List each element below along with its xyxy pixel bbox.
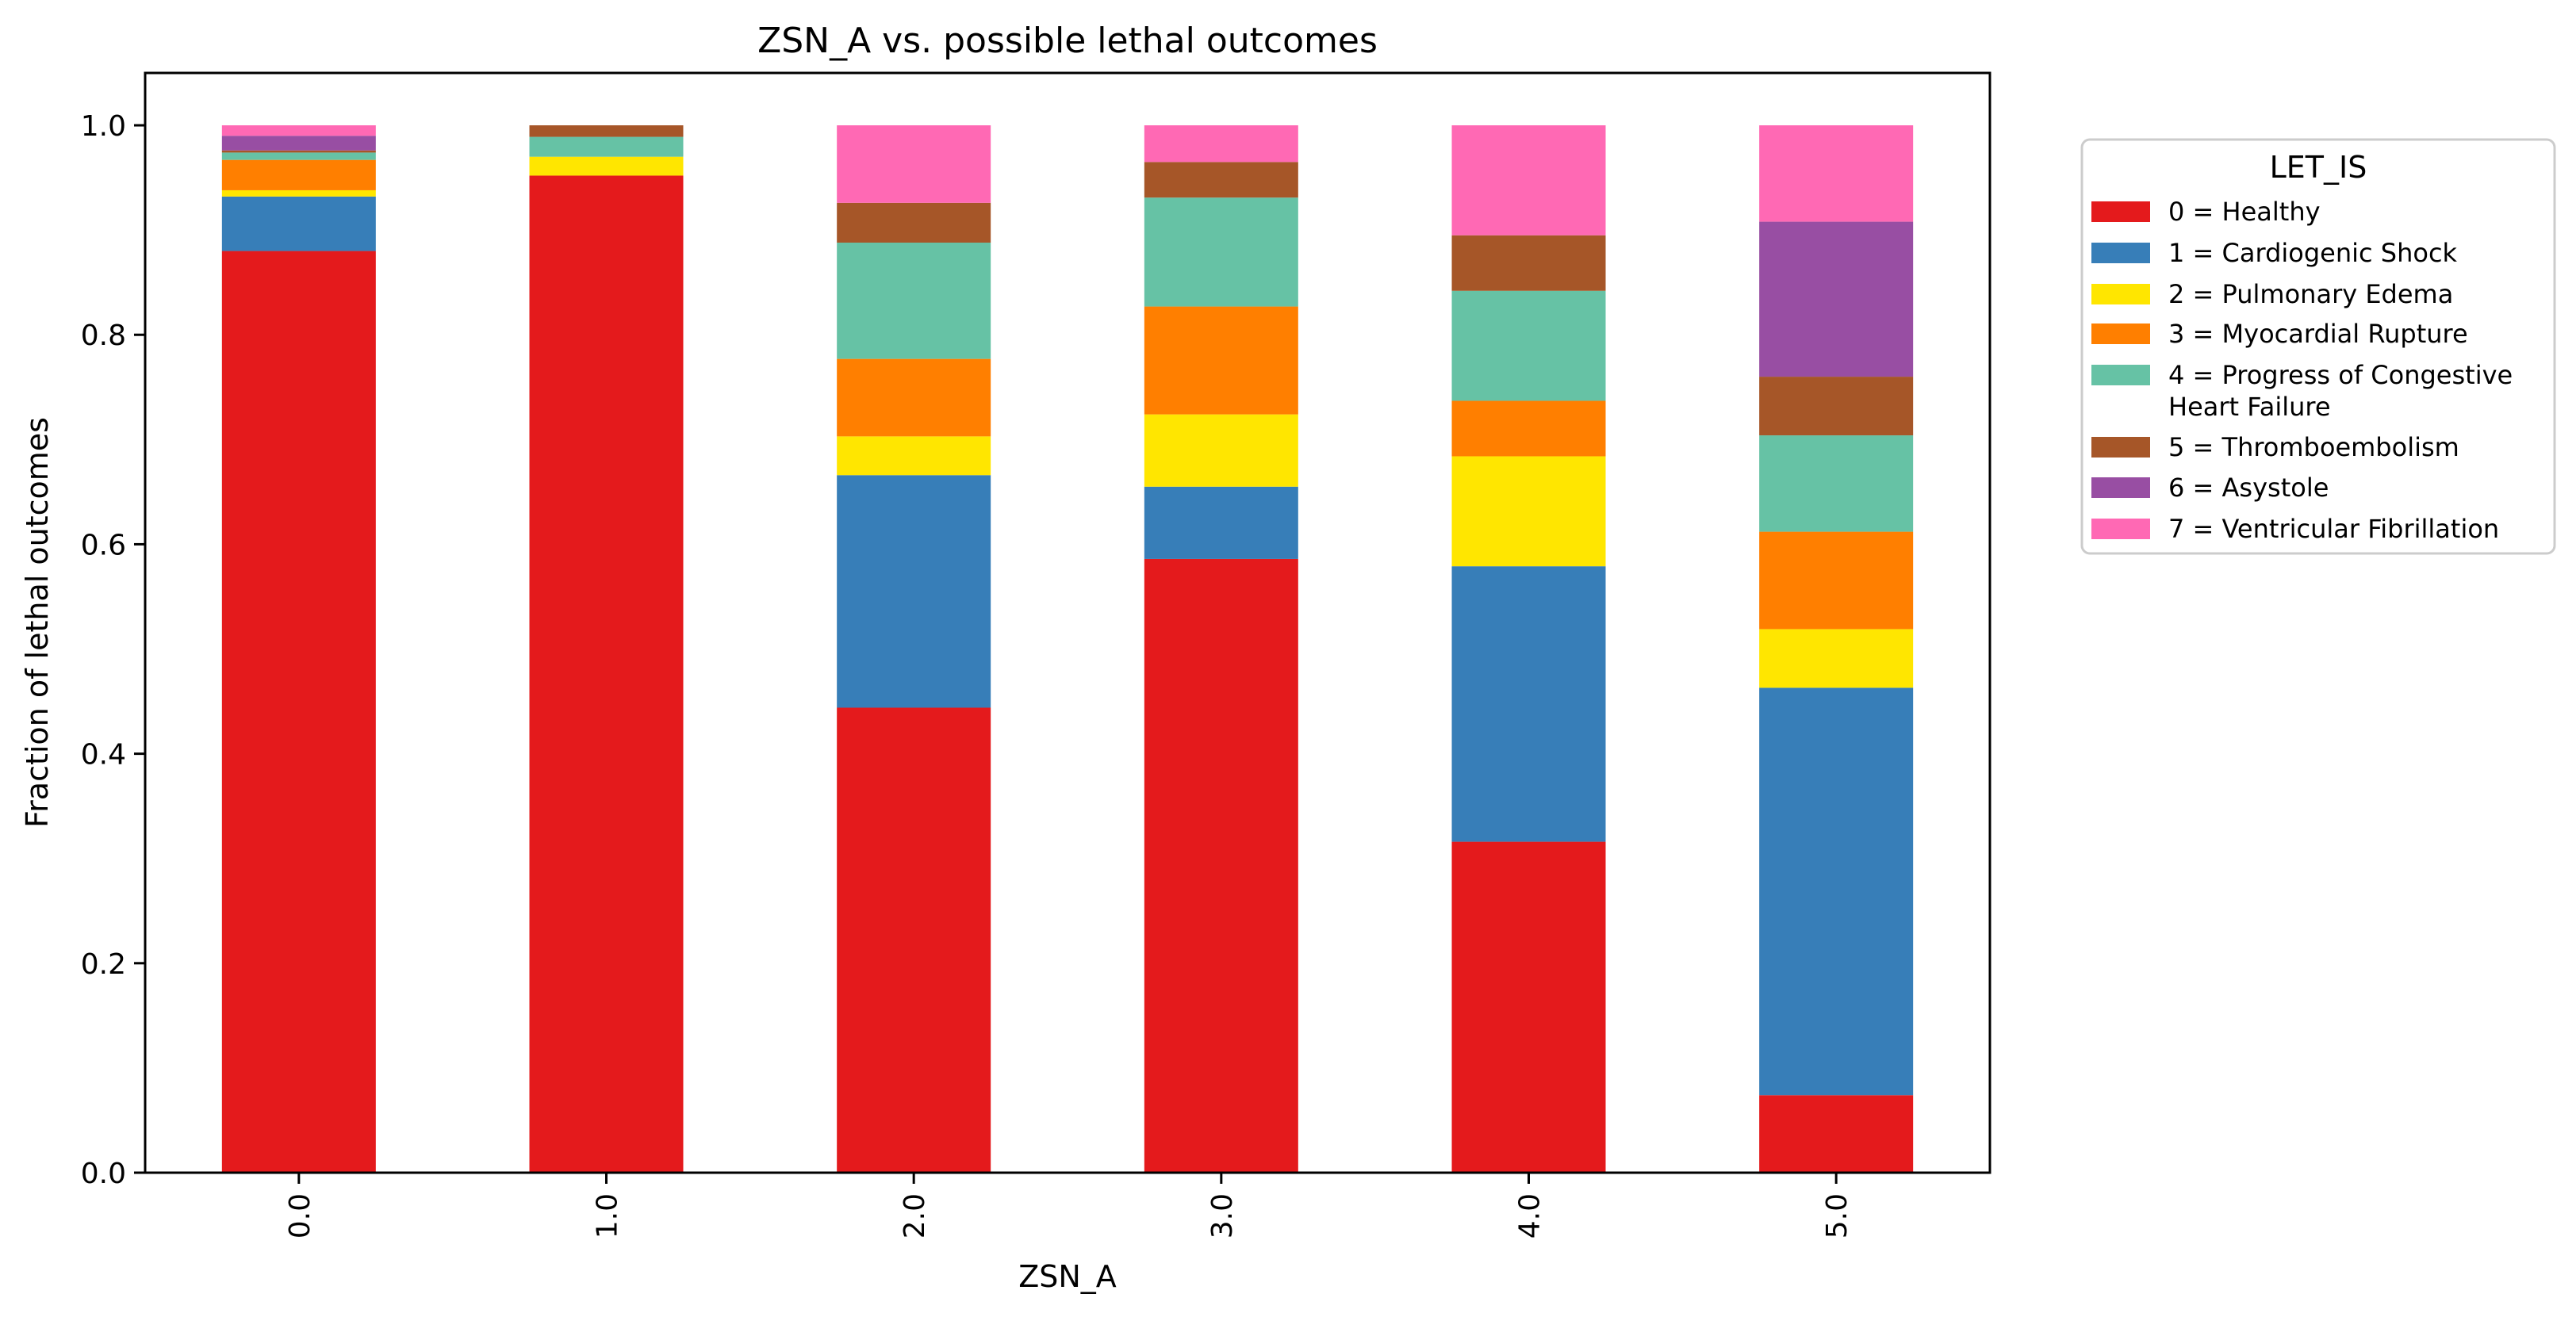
bar-segment-7-cat-4 (1451, 125, 1606, 235)
y-tick-label: 0.2 (81, 948, 126, 981)
legend-swatch (2091, 437, 2150, 458)
bar-segment-5-cat-1 (529, 125, 684, 137)
legend-swatch (2091, 284, 2150, 304)
bar-segment-1-cat-5 (1759, 687, 1914, 1096)
bar-segment-2-cat-0 (221, 190, 376, 197)
bar-segment-6-cat-0 (221, 136, 376, 151)
legend-label: 0 = Healthy (2168, 197, 2321, 227)
bar-segment-4-cat-0 (221, 152, 376, 160)
legend-box (2080, 138, 2556, 555)
legend-label: 3 = Myocardial Rupture (2168, 319, 2468, 349)
x-tick-label: 2.0 (899, 1193, 931, 1239)
bar-segment-2-cat-4 (1451, 456, 1606, 567)
bar-segment-2-cat-2 (837, 436, 991, 476)
bar-segment-0-cat-0 (221, 251, 376, 1173)
legend-label: 5 = Thromboembolism (2168, 432, 2459, 462)
bar-segment-3-cat-5 (1759, 531, 1914, 630)
bar-segment-7-cat-0 (221, 125, 376, 136)
bar-segment-0-cat-2 (837, 707, 991, 1173)
bar-segment-3-cat-4 (1451, 400, 1606, 457)
bars-group (221, 125, 1914, 1173)
bar-segment-5-cat-2 (837, 202, 991, 243)
bar-segment-5-cat-0 (221, 150, 376, 153)
bar-segment-2-cat-3 (1144, 414, 1298, 487)
bar-segment-2-cat-1 (529, 156, 684, 176)
x-tick-label: 1.0 (592, 1193, 624, 1239)
bar-segment-7-cat-3 (1144, 125, 1298, 163)
bar-segment-3-cat-3 (1144, 306, 1298, 415)
x-tick-label: 4.0 (1514, 1193, 1547, 1239)
legend-title: LET_IS (2270, 150, 2367, 185)
bar-segment-0-cat-3 (1144, 558, 1298, 1173)
y-tick-label: 1.0 (81, 110, 126, 143)
bar-segment-4-cat-5 (1759, 435, 1914, 532)
y-tick-label: 0.0 (81, 1158, 126, 1190)
legend-swatch (2091, 365, 2150, 385)
bar-segment-6-cat-5 (1759, 221, 1914, 377)
bar-segment-3-cat-2 (837, 358, 991, 437)
legend-label: 2 = Pulmonary Edema (2168, 279, 2453, 309)
y-axis: 0.0 0.2 0.4 0.6 0.8 1.0 (81, 110, 145, 1190)
legend-label: 7 = Ventricular Fibrillation (2168, 514, 2499, 544)
bar-segment-0-cat-5 (1759, 1095, 1914, 1173)
y-axis-label: Fraction of lethal outcomes (20, 417, 55, 828)
x-tick-label: 0.0 (284, 1193, 316, 1239)
legend-swatch (2091, 201, 2150, 222)
legend-label: 6 = Asystole (2168, 473, 2329, 503)
bar-segment-1-cat-2 (837, 475, 991, 708)
bar-segment-0-cat-4 (1451, 841, 1606, 1173)
bar-segment-1-cat-3 (1144, 486, 1298, 559)
x-tick-label: 3.0 (1206, 1193, 1239, 1239)
y-tick-label: 0.8 (81, 320, 126, 352)
legend: LET_IS 0 = Healthy 1 = Cardiogenic Shock 2… (2080, 138, 2556, 555)
bar-segment-1-cat-0 (221, 196, 376, 251)
bar-segment-7-cat-2 (837, 125, 991, 203)
bar-segment-4-cat-3 (1144, 197, 1298, 307)
legend-swatch (2091, 324, 2150, 344)
legend-swatch (2091, 519, 2150, 539)
bar-segment-2-cat-5 (1759, 629, 1914, 688)
legend-items: 0 = Healthy 1 = Cardiogenic Shock 2 = Pulm… (2091, 197, 2513, 544)
bar-segment-4-cat-1 (529, 136, 684, 157)
bar-segment-5-cat-5 (1759, 377, 1914, 436)
y-tick-label: 0.6 (81, 529, 126, 561)
legend-label: 1 = Cardiogenic Shock (2168, 238, 2458, 268)
bar-segment-3-cat-0 (221, 159, 376, 190)
bar-segment-1-cat-4 (1451, 566, 1606, 842)
bar-segment-0-cat-1 (529, 175, 684, 1173)
bar-segment-4-cat-4 (1451, 290, 1606, 401)
bar-segment-4-cat-2 (837, 242, 991, 359)
x-axis: 0.0 1.0 2.0 3.0 4.0 5.0 (284, 1173, 1853, 1239)
x-axis-label: ZSN_A (1018, 1259, 1117, 1294)
legend-swatch (2091, 243, 2150, 263)
legend-label: 4 = Progress of Congestive Heart Failure (2168, 360, 2513, 422)
x-tick-label: 5.0 (1821, 1193, 1853, 1239)
bar-segment-7-cat-5 (1759, 125, 1914, 222)
bar-segment-5-cat-3 (1144, 162, 1298, 198)
bar-segment-5-cat-4 (1451, 235, 1606, 291)
y-tick-label: 0.4 (81, 739, 126, 771)
chart-title: ZSN_A vs. possible lethal outcomes (757, 21, 1378, 61)
plot-frame (144, 71, 1991, 1174)
legend-swatch (2091, 477, 2150, 498)
